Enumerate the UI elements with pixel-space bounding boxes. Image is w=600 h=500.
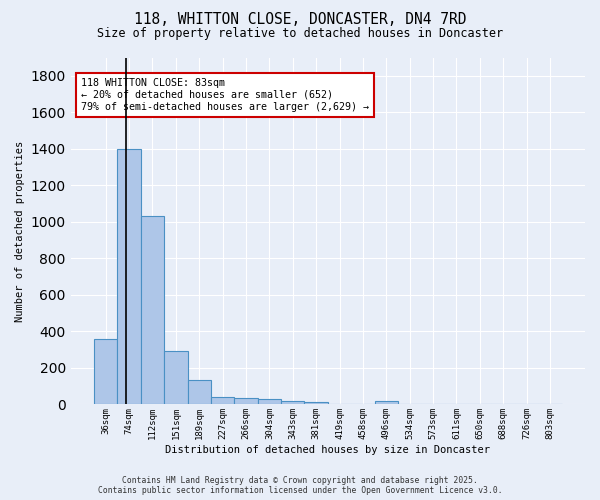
Bar xyxy=(188,380,211,404)
Bar xyxy=(374,401,398,404)
Text: Size of property relative to detached houses in Doncaster: Size of property relative to detached ho… xyxy=(97,28,503,40)
Bar xyxy=(118,149,141,405)
Text: Contains HM Land Registry data © Crown copyright and database right 2025.
Contai: Contains HM Land Registry data © Crown c… xyxy=(98,476,502,495)
Text: 118, WHITTON CLOSE, DONCASTER, DN4 7RD: 118, WHITTON CLOSE, DONCASTER, DN4 7RD xyxy=(134,12,466,28)
Text: 118 WHITTON CLOSE: 83sqm
← 20% of detached houses are smaller (652)
79% of semi-: 118 WHITTON CLOSE: 83sqm ← 20% of detach… xyxy=(81,78,369,112)
Bar xyxy=(94,338,118,404)
Bar xyxy=(164,352,188,405)
Bar xyxy=(281,401,304,404)
Bar xyxy=(235,398,257,404)
Bar xyxy=(257,399,281,404)
Bar xyxy=(211,397,235,404)
X-axis label: Distribution of detached houses by size in Doncaster: Distribution of detached houses by size … xyxy=(166,445,490,455)
Y-axis label: Number of detached properties: Number of detached properties xyxy=(15,140,25,322)
Bar xyxy=(304,402,328,404)
Bar xyxy=(141,216,164,404)
